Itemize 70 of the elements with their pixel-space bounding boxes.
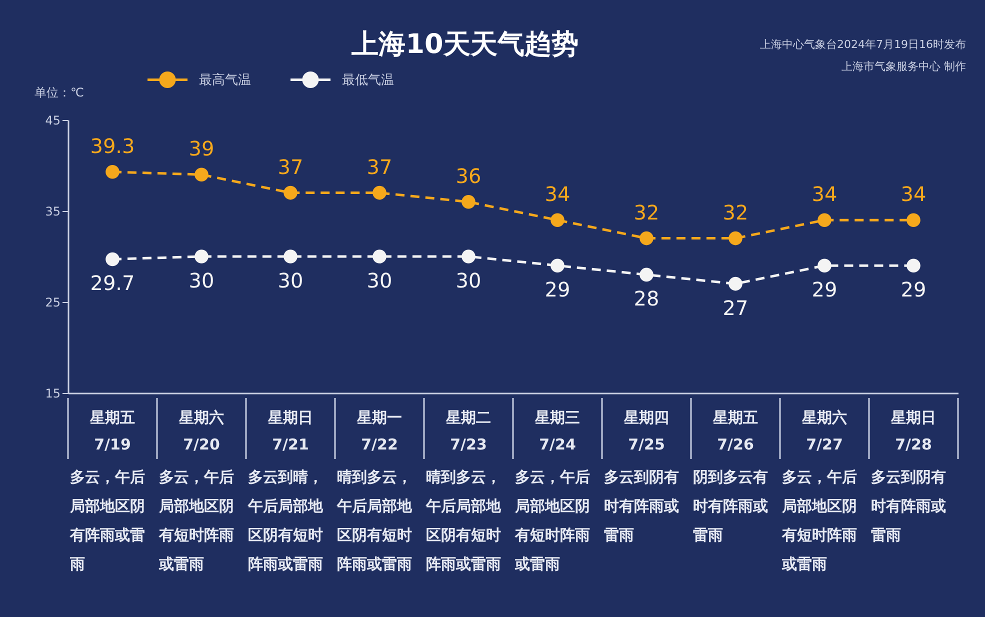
point (818, 258, 832, 272)
data-label: 29.7 (90, 271, 135, 296)
point (906, 213, 920, 227)
y-axis-title: 单位：℃ (34, 86, 84, 100)
data-label: 29 (544, 278, 570, 302)
point (284, 186, 298, 200)
data-label: 34 (812, 182, 838, 206)
legend-label: 最低气温 (342, 72, 394, 88)
data-label: 39.3 (90, 134, 135, 158)
data-label: 30 (278, 268, 304, 292)
point (106, 252, 120, 266)
data-label: 30 (366, 268, 392, 292)
point (550, 213, 564, 227)
point (640, 231, 654, 246)
text: 上海中心气象台2024年7月19日16时发布 (760, 38, 966, 51)
point (372, 250, 386, 264)
text: 多云到晴，午后局部地区阴有短时阵雨或雷雨 (247, 468, 324, 573)
x-tick-label: 星期日 7/28 (890, 408, 936, 454)
data-label: 37 (278, 154, 304, 179)
x-tick-label: 星期六 7/20 (178, 408, 224, 454)
data-label: 34 (900, 182, 926, 206)
x-tick-label: 星期五 7/19 (89, 408, 135, 454)
text: 多云，午后局部地区阴有短时阵雨或雷雨 (158, 468, 234, 573)
point (194, 250, 208, 264)
x-tick-label: 星期六 7/27 (801, 408, 847, 454)
x-tick-label: 星期三 7/24 (534, 408, 580, 454)
x-tick-label: 星期日 7/21 (267, 408, 313, 454)
point (372, 186, 386, 200)
x-tick-label: 星期四 7/25 (623, 408, 669, 454)
data-label: 32 (634, 200, 660, 224)
point (194, 168, 208, 182)
chart-title: 上海10天天气趋势 (350, 29, 578, 60)
point (640, 268, 654, 282)
data-label: 34 (544, 182, 570, 206)
data-label: 37 (366, 154, 392, 179)
text: 多云，午后局部地区阴有短时阵雨或雷雨 (514, 468, 590, 573)
data-label: 27 (722, 296, 748, 320)
data-label: 28 (634, 286, 660, 311)
legend-label: 最高气温 (199, 72, 251, 88)
y-tick-label: 35 (45, 204, 60, 218)
data-label: 29 (900, 278, 926, 302)
x-tick-label: 星期五 7/26 (712, 408, 758, 454)
text: 晴到多云，午后局部地区阴有短时阵雨或雷雨 (425, 468, 502, 573)
y-tick-label: 25 (45, 296, 60, 310)
data-label: 29 (812, 278, 838, 302)
point (284, 250, 298, 264)
text: 上海市气象服务中心 制作 (842, 60, 966, 73)
data-label: 32 (722, 200, 748, 224)
y-tick-label: 45 (45, 114, 60, 128)
point (818, 213, 832, 227)
point (906, 258, 920, 272)
point (462, 195, 476, 209)
data-label: 39 (188, 136, 214, 161)
data-label: 30 (456, 268, 482, 292)
text: 多云到阴有时有阵雨或雷雨 (604, 468, 679, 544)
text: 阴到多云有时有阵雨或雷雨 (693, 468, 768, 544)
point (462, 250, 476, 264)
data-label: 30 (188, 268, 214, 292)
point (728, 231, 742, 246)
text: 多云，午后局部地区阴有短时阵雨或雷雨 (781, 468, 857, 573)
text: 多云到阴有时有阵雨或雷雨 (871, 468, 946, 544)
y-tick-label: 15 (45, 386, 60, 400)
text: 多云，午后局部地区阴有阵雨或雷雨 (69, 468, 145, 573)
point (106, 164, 120, 179)
x-tick-label: 星期二 7/23 (445, 408, 491, 454)
point (550, 258, 564, 272)
x-tick-label: 星期一 7/22 (356, 408, 402, 454)
point (728, 276, 742, 291)
text: 晴到多云，午后局部地区阴有短时阵雨或雷雨 (336, 468, 413, 573)
data-label: 36 (456, 164, 482, 188)
